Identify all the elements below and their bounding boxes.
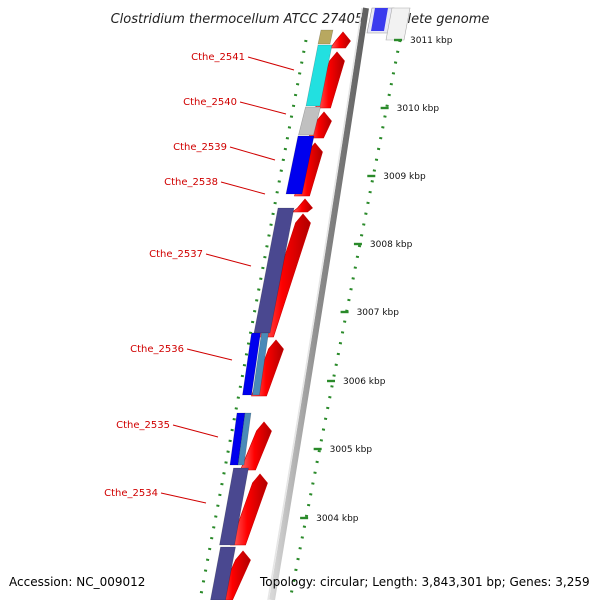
feature-block (317, 29, 334, 45)
gene-leader-line (160, 492, 207, 504)
gene-label: Cthe_2537 (149, 249, 203, 260)
label-layer: 3011 kbp 3010 kbp 3009 kbp 3008 kbp 3007 kbp… (104, 36, 453, 524)
inner-guide-dots (198, 39, 308, 600)
feature-block (252, 332, 269, 396)
gene-label: Cthe_2538 (164, 177, 218, 188)
scale-tick-label: 3009 kbp (383, 172, 426, 182)
gene-label: Cthe_2541 (191, 52, 245, 63)
gene-label: Cthe_2535 (116, 420, 170, 431)
scale-tick-label: 3008 kbp (370, 240, 413, 250)
gene-label: Cthe_2536 (130, 344, 184, 355)
scale-tick-label: 3010 kbp (397, 104, 440, 114)
feature-block (285, 135, 315, 195)
map-title: Clostridium thermocellum ATCC 27405, com… (111, 12, 490, 27)
feature-block (305, 44, 333, 107)
feature-block (253, 207, 295, 334)
gene-label: Cthe_2534 (104, 488, 158, 499)
feature-block (237, 412, 252, 466)
gene-label: Cthe_2540 (183, 97, 237, 108)
scale-tick-label: 3004 kbp (316, 514, 359, 524)
scale-tick-label: 3007 kbp (357, 308, 400, 318)
accession-label: Accession: NC_009012 (9, 575, 145, 589)
feature-block (298, 106, 321, 136)
gene-label: Cthe_2539 (173, 142, 227, 153)
gene-leader-line (220, 181, 266, 195)
scale-tick-label: 3011 kbp (410, 36, 453, 46)
feature-block (371, 8, 388, 31)
scale-tick-label: 3006 kbp (343, 377, 386, 387)
track-layer (198, 7, 411, 600)
forward-gene-arrow (329, 31, 351, 49)
topology-label: Topology: circular; Length: 3,843,301 bp… (259, 575, 590, 589)
backbone-line (269, 7, 369, 600)
feature-block (219, 467, 249, 546)
gene-leader-line (247, 56, 295, 71)
gene-leader-line (205, 253, 252, 267)
gene-leader-line (172, 424, 219, 438)
scale-tick-label: 3005 kbp (330, 445, 373, 455)
feature-block (385, 7, 411, 41)
feature-block (242, 332, 261, 396)
backbone-highlight (267, 7, 363, 600)
forward-gene-arrow (291, 198, 313, 213)
gene-leader-line (229, 146, 276, 161)
gene-leader-line (186, 348, 233, 361)
feature-block (210, 546, 236, 600)
gene-leader-line (239, 101, 287, 115)
